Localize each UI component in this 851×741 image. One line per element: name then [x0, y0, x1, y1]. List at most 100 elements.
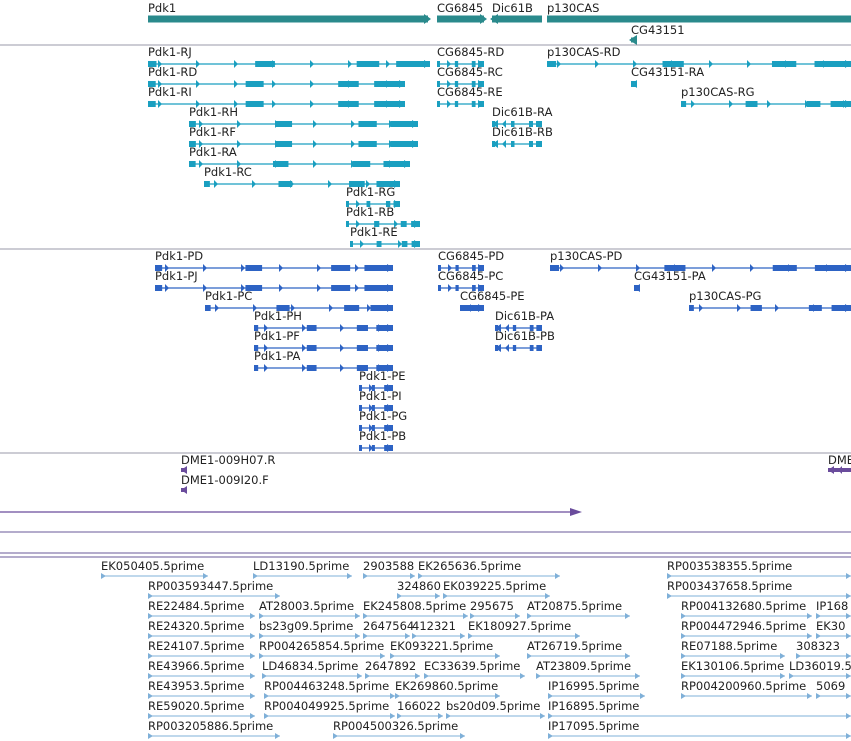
est-feature[interactable]: AT28003.5prime: [259, 599, 360, 619]
est-label[interactable]: LD46834.5prime: [262, 659, 358, 673]
cds-feature[interactable]: CG6845-PD: [438, 249, 504, 272]
cds-feature[interactable]: Pdk1-PA: [254, 349, 393, 372]
est-feature[interactable]: RP003538355.5prime: [667, 559, 851, 579]
est-label[interactable]: IP168: [816, 599, 848, 613]
transcript-feature[interactable]: Pdk1-RJ: [148, 45, 430, 68]
est-label[interactable]: RE59020.5prime: [148, 699, 244, 713]
cds-feature[interactable]: CG6845-PE: [460, 289, 525, 312]
est-label[interactable]: RP004132680.5prime: [681, 599, 806, 613]
cds-feature[interactable]: Pdk1-PH: [254, 309, 393, 332]
transcript-label[interactable]: Dic61B-RA: [492, 105, 553, 119]
transcript-feature[interactable]: Pdk1-RB: [346, 205, 420, 228]
transcript-label[interactable]: CG6845-RC: [437, 65, 503, 79]
est-label[interactable]: IP16995.5prime: [548, 679, 639, 693]
cds-feature[interactable]: Pdk1-PC: [205, 289, 393, 312]
transcript-feature[interactable]: CG6845-RE: [437, 85, 503, 108]
cds-label[interactable]: Pdk1-PI: [359, 389, 402, 403]
transcript-label[interactable]: Pdk1-RJ: [148, 45, 192, 59]
est-feature[interactable]: RP004132680.5prime: [681, 599, 812, 619]
est-feature[interactable]: 5069: [816, 679, 851, 699]
clone-feature[interactable]: DME1-009H07.R: [181, 453, 275, 474]
est-label[interactable]: RE43966.5prime: [148, 659, 244, 673]
transcript-feature[interactable]: Pdk1-RE: [350, 225, 420, 248]
est-feature[interactable]: bs20d09.5prime: [446, 699, 545, 719]
cds-label[interactable]: CG6845-PD: [438, 249, 504, 263]
cds-label[interactable]: Pdk1-PB: [359, 429, 406, 443]
clone-feature[interactable]: DME: [828, 453, 851, 474]
est-feature[interactable]: RP003437658.5prime: [667, 579, 851, 599]
transcript-label[interactable]: Pdk1-RC: [204, 165, 252, 179]
est-feature[interactable]: EK130106.5prime: [681, 659, 785, 679]
est-label[interactable]: IP17095.5prime: [548, 719, 639, 733]
cds-label[interactable]: Pdk1-PA: [254, 349, 301, 363]
cds-label[interactable]: CG6845-PE: [460, 289, 525, 303]
cds-label[interactable]: Dic61B-PB: [495, 329, 555, 343]
transcript-label[interactable]: p130CAS-RG: [681, 85, 755, 99]
cds-feature[interactable]: Pdk1-PI: [359, 389, 402, 412]
est-label[interactable]: RP004463248.5prime: [264, 679, 389, 693]
est-feature[interactable]: 2903588: [363, 559, 415, 579]
est-feature[interactable]: AT20875.5prime: [527, 599, 630, 619]
transcript-feature[interactable]: p130CAS-RG: [681, 85, 851, 108]
est-feature[interactable]: RP004265854.5prime: [259, 639, 385, 659]
est-label[interactable]: 308323: [796, 639, 840, 653]
transcript-feature[interactable]: Dic61B-RA: [492, 105, 553, 128]
cds-label[interactable]: Pdk1-PD: [155, 249, 203, 263]
clone-feature[interactable]: DME1-009I20.F: [181, 473, 269, 494]
est-feature[interactable]: RE43953.5prime: [148, 679, 255, 699]
est-label[interactable]: RE24320.5prime: [148, 619, 244, 633]
est-label[interactable]: EK180927.5prime: [468, 619, 571, 633]
est-label[interactable]: bs20d09.5prime: [446, 699, 540, 713]
cds-label[interactable]: Pdk1-PG: [359, 409, 407, 423]
est-label[interactable]: LD36019.5: [789, 659, 851, 673]
transcript-feature[interactable]: Pdk1-RC: [204, 165, 400, 188]
est-label[interactable]: AT28003.5prime: [259, 599, 354, 613]
est-label[interactable]: EK130106.5prime: [681, 659, 784, 673]
cds-label[interactable]: Pdk1-PC: [205, 289, 252, 303]
est-feature[interactable]: RP004049925.5prime: [264, 699, 395, 719]
est-feature[interactable]: AT26719.5prime: [527, 639, 630, 659]
transcript-label[interactable]: Pdk1-RH: [189, 105, 238, 119]
transcript-label[interactable]: CG6845-RE: [437, 85, 503, 99]
est-label[interactable]: RP003538355.5prime: [667, 559, 792, 573]
est-label[interactable]: RE24107.5prime: [148, 639, 244, 653]
est-label[interactable]: RP004265854.5prime: [259, 639, 384, 653]
clone-label[interactable]: DME1-009I20.F: [181, 473, 269, 487]
est-label[interactable]: RP003437658.5prime: [667, 579, 792, 593]
est-feature[interactable]: EK245808.5prime: [363, 599, 468, 619]
est-feature[interactable]: 308323: [796, 639, 851, 659]
est-label[interactable]: EK039225.5prime: [443, 579, 546, 593]
gene-feature[interactable]: Dic61B: [490, 1, 542, 24]
est-feature[interactable]: EK093221.5prime: [390, 639, 500, 659]
gene-feature[interactable]: Pdk1: [148, 1, 431, 24]
transcript-label[interactable]: Pdk1-RF: [189, 125, 236, 139]
transcript-label[interactable]: Pdk1-RE: [350, 225, 398, 239]
cds-label[interactable]: Pdk1-PH: [254, 309, 302, 323]
est-feature[interactable]: LD46834.5prime: [262, 659, 362, 679]
est-label[interactable]: RP004049925.5prime: [264, 699, 389, 713]
est-label[interactable]: 2903588: [363, 559, 414, 573]
est-feature[interactable]: RP003593447.5prime: [148, 579, 280, 599]
est-label[interactable]: AT23809.5prime: [536, 659, 631, 673]
cds-label[interactable]: p130CAS-PD: [550, 249, 623, 263]
est-label[interactable]: RP004200960.5prime: [681, 679, 806, 693]
est-label[interactable]: RE43953.5prime: [148, 679, 244, 693]
transcript-label[interactable]: Pdk1-RI: [148, 85, 192, 99]
est-label[interactable]: RP004472946.5prime: [681, 619, 806, 633]
transcript-feature[interactable]: Pdk1-RG: [346, 185, 400, 208]
est-feature[interactable]: 2647564: [363, 619, 414, 639]
cds-label[interactable]: CG6845-PC: [438, 269, 503, 283]
cds-feature[interactable]: Pdk1-PJ: [155, 269, 393, 292]
est-label[interactable]: RP003205886.5prime: [148, 719, 273, 733]
est-feature[interactable]: EK039225.5prime: [443, 579, 550, 599]
est-feature[interactable]: AT23809.5prime: [536, 659, 640, 679]
cds-feature[interactable]: Pdk1-PD: [155, 249, 393, 272]
est-feature[interactable]: RE22484.5prime: [148, 599, 255, 619]
cds-label[interactable]: Pdk1-PJ: [155, 269, 198, 283]
est-feature[interactable]: EK269860.5prime: [395, 679, 500, 699]
transcript-feature[interactable]: CG43151-RA: [631, 65, 704, 88]
transcript-feature[interactable]: p130CAS-RD: [547, 45, 851, 68]
est-feature[interactable]: RE24107.5prime: [148, 639, 255, 659]
est-feature[interactable]: bs23g09.5prime: [259, 619, 360, 639]
est-feature[interactable]: IP16895.5prime: [548, 699, 851, 719]
